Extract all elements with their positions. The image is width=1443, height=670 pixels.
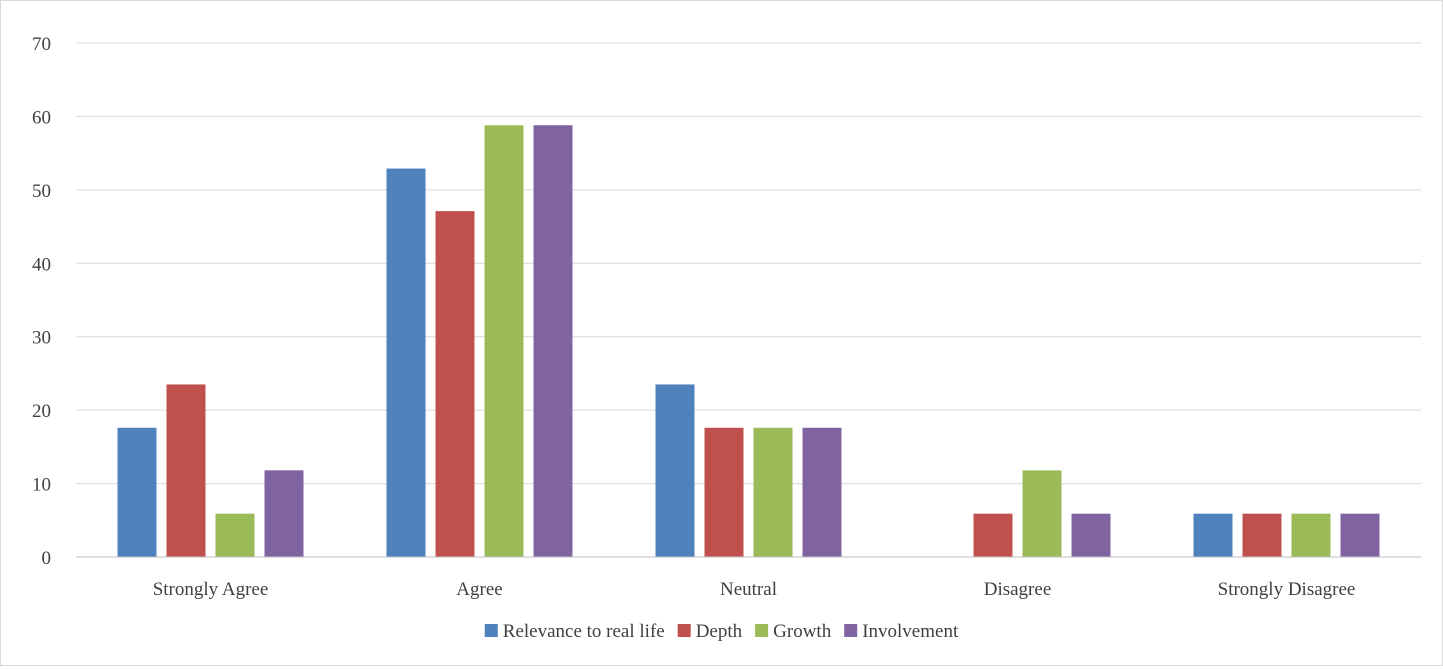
y-tick-label: 70	[32, 34, 51, 55]
bar-growth-1	[215, 513, 255, 557]
legend-swatch	[844, 624, 858, 637]
bar-involvement-1	[264, 470, 304, 557]
bar-involvement-5	[1340, 513, 1380, 557]
legend-item: Relevance to real life	[484, 621, 665, 642]
legend-label: Involvement	[862, 621, 959, 642]
bar-relevance-to-real-life-1	[117, 427, 157, 557]
x-category-label: Agree	[456, 579, 502, 600]
legend-item: Growth	[755, 621, 832, 642]
legend: Relevance to real life Depth Growth Involve…	[484, 621, 959, 642]
y-tick-label: 0	[42, 548, 52, 569]
bar-relevance-to-real-life-3	[655, 384, 695, 557]
legend-swatch	[677, 624, 691, 637]
bar-relevance-to-real-life-2	[386, 168, 426, 557]
bar-relevance-to-real-life-5	[1193, 513, 1233, 557]
legend-swatch	[755, 624, 769, 637]
bar-depth-1	[166, 384, 206, 557]
bar-depth-2	[435, 211, 475, 557]
legend-item: Involvement	[844, 621, 959, 642]
bar-depth-4	[973, 513, 1013, 557]
bar-depth-3	[704, 427, 744, 557]
legend-item: Depth	[677, 621, 743, 642]
legend-label: Depth	[696, 621, 743, 642]
bar-involvement-2	[533, 125, 573, 558]
y-tick-label: 30	[32, 328, 51, 349]
y-tick-label: 40	[32, 254, 51, 275]
y-tick-label: 50	[32, 181, 51, 202]
bar-growth-2	[484, 125, 524, 558]
x-category-label: Disagree	[984, 579, 1052, 600]
x-axis-category-labels: Strongly Agree Agree Neutral Disagree Strong…	[153, 579, 1356, 600]
y-tick-label: 10	[32, 475, 51, 496]
bar-growth-3	[753, 427, 793, 557]
bars	[117, 125, 1380, 558]
y-axis-tick-labels: 0 10 20 30 40 50 60 70	[32, 34, 51, 569]
gridlines	[76, 42, 1421, 485]
bar-growth-4	[1022, 470, 1062, 557]
x-category-label: Strongly Agree	[153, 579, 269, 600]
bar-involvement-4	[1071, 513, 1111, 557]
bar-involvement-3	[802, 427, 842, 557]
bar-depth-5	[1242, 513, 1282, 557]
legend-swatch	[484, 624, 498, 637]
x-category-label: Neutral	[720, 579, 777, 600]
x-category-label: Strongly Disagree	[1218, 579, 1356, 600]
legend-label: Growth	[773, 621, 832, 642]
bar-growth-5	[1291, 513, 1331, 557]
y-tick-label: 60	[32, 107, 51, 128]
y-tick-label: 20	[32, 401, 51, 422]
legend-label: Relevance to real life	[503, 621, 665, 642]
